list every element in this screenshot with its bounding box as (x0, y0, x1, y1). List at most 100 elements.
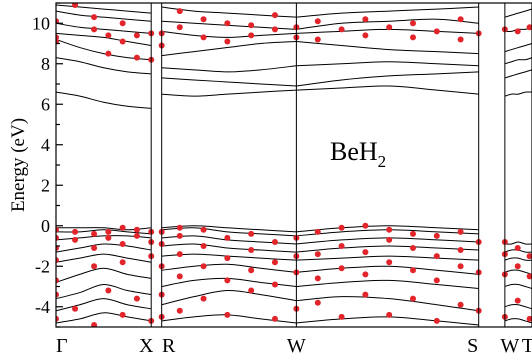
y-axis-label: Energy (eV) (8, 118, 29, 212)
band-line-seg1-7 (161, 227, 297, 237)
data-point-52 (176, 232, 183, 239)
data-point-54 (176, 24, 183, 31)
data-point-20 (105, 287, 112, 294)
band-line-seg1-9 (161, 89, 297, 97)
data-point-108 (410, 295, 416, 302)
data-point-69 (248, 267, 255, 274)
data-point-61 (200, 16, 207, 23)
data-point-64 (224, 255, 231, 262)
data-point-70 (248, 247, 255, 254)
data-point-31 (133, 295, 140, 302)
band-line-seg1-3 (161, 263, 297, 273)
data-point-88 (314, 251, 321, 258)
data-point-103 (386, 311, 393, 318)
data-point-2 (56, 277, 59, 284)
band-line-seg3-3 (504, 269, 532, 275)
data-point-34 (133, 54, 140, 61)
data-point-124 (457, 16, 464, 23)
data-point-100 (362, 222, 369, 229)
data-point-112 (410, 34, 416, 41)
band-line-seg0-0 (56, 312, 152, 324)
band-line-seg0-5 (56, 243, 152, 253)
data-point-17 (91, 230, 98, 237)
data-point-63 (224, 277, 231, 284)
data-point-107 (386, 24, 393, 31)
band-line-seg3-6 (504, 241, 532, 245)
data-point-91 (314, 18, 321, 25)
band-line-seg1-5 (161, 243, 297, 253)
data-point-99 (362, 249, 369, 256)
data-point-102 (362, 16, 369, 23)
y-tick-label-5: 6 (41, 94, 50, 114)
data-point-122 (457, 228, 464, 235)
data-point-74 (271, 315, 278, 322)
data-point-26 (119, 259, 126, 266)
data-point-121 (457, 247, 464, 254)
y-tick-label-4: 4 (41, 135, 50, 155)
data-point-117 (433, 232, 440, 239)
band-line-seg2-14 (296, 18, 479, 30)
data-point-5 (56, 234, 59, 241)
band-line-seg1-10 (161, 77, 297, 87)
band-line-seg3-7 (504, 91, 532, 97)
kpoint-label-1: X (139, 335, 154, 357)
data-point-0 (56, 315, 59, 322)
band-line-seg0-9 (56, 91, 152, 109)
data-point-93 (338, 265, 345, 272)
data-point-96 (338, 26, 345, 33)
band-line-seg2-12 (296, 40, 479, 55)
data-point-97 (362, 291, 369, 298)
band-line-seg1-15 (161, 6, 297, 18)
data-point-86 (314, 299, 321, 306)
band-line-seg0-4 (56, 253, 152, 263)
data-point-18 (91, 26, 98, 33)
data-point-55 (176, 8, 183, 15)
data-point-33 (133, 226, 140, 233)
data-point-32 (133, 232, 140, 239)
data-point-56 (200, 295, 207, 302)
data-point-14 (91, 321, 98, 327)
data-point-12 (72, 228, 79, 235)
kpoint-label-5: W (500, 335, 519, 357)
band-line-seg0-3 (56, 267, 152, 283)
data-point-3 (56, 257, 59, 264)
data-point-135 (514, 263, 521, 270)
band-line-seg3-12 (504, 8, 532, 18)
data-point-30 (119, 20, 126, 27)
markers-layer (56, 3, 532, 327)
data-point-106 (386, 226, 393, 233)
data-point-24 (105, 32, 112, 39)
y-tick-label-3: 2 (41, 175, 50, 195)
data-point-62 (224, 311, 231, 318)
data-point-21 (105, 234, 112, 241)
data-point-101 (362, 32, 369, 39)
data-point-98 (362, 271, 369, 278)
data-point-114 (433, 317, 440, 324)
band-line-seg2-10 (296, 71, 479, 87)
band-line-seg1-12 (161, 40, 297, 57)
y-tick-label-2: 0 (41, 216, 50, 236)
data-point-72 (248, 32, 255, 39)
data-point-29 (119, 38, 126, 45)
data-point-87 (314, 275, 321, 282)
band-line-seg3-8 (504, 69, 532, 79)
data-point-35 (133, 32, 140, 39)
data-point-50 (176, 273, 183, 280)
band-line-seg1-11 (161, 65, 297, 73)
data-point-65 (224, 234, 231, 241)
data-point-139 (526, 273, 532, 280)
data-point-53 (176, 224, 183, 231)
y-tick-label-1: -2 (35, 256, 50, 276)
band-line-seg2-9 (296, 85, 479, 95)
band-line-seg2-4 (296, 255, 479, 261)
data-point-89 (314, 228, 321, 235)
data-point-8 (56, 34, 59, 41)
data-point-60 (200, 34, 207, 41)
data-point-66 (224, 38, 231, 45)
data-point-140 (526, 253, 532, 260)
band-line-seg2-1 (296, 296, 479, 312)
formula-base: BeH (330, 137, 378, 166)
data-point-25 (119, 311, 126, 318)
data-point-58 (200, 243, 207, 249)
